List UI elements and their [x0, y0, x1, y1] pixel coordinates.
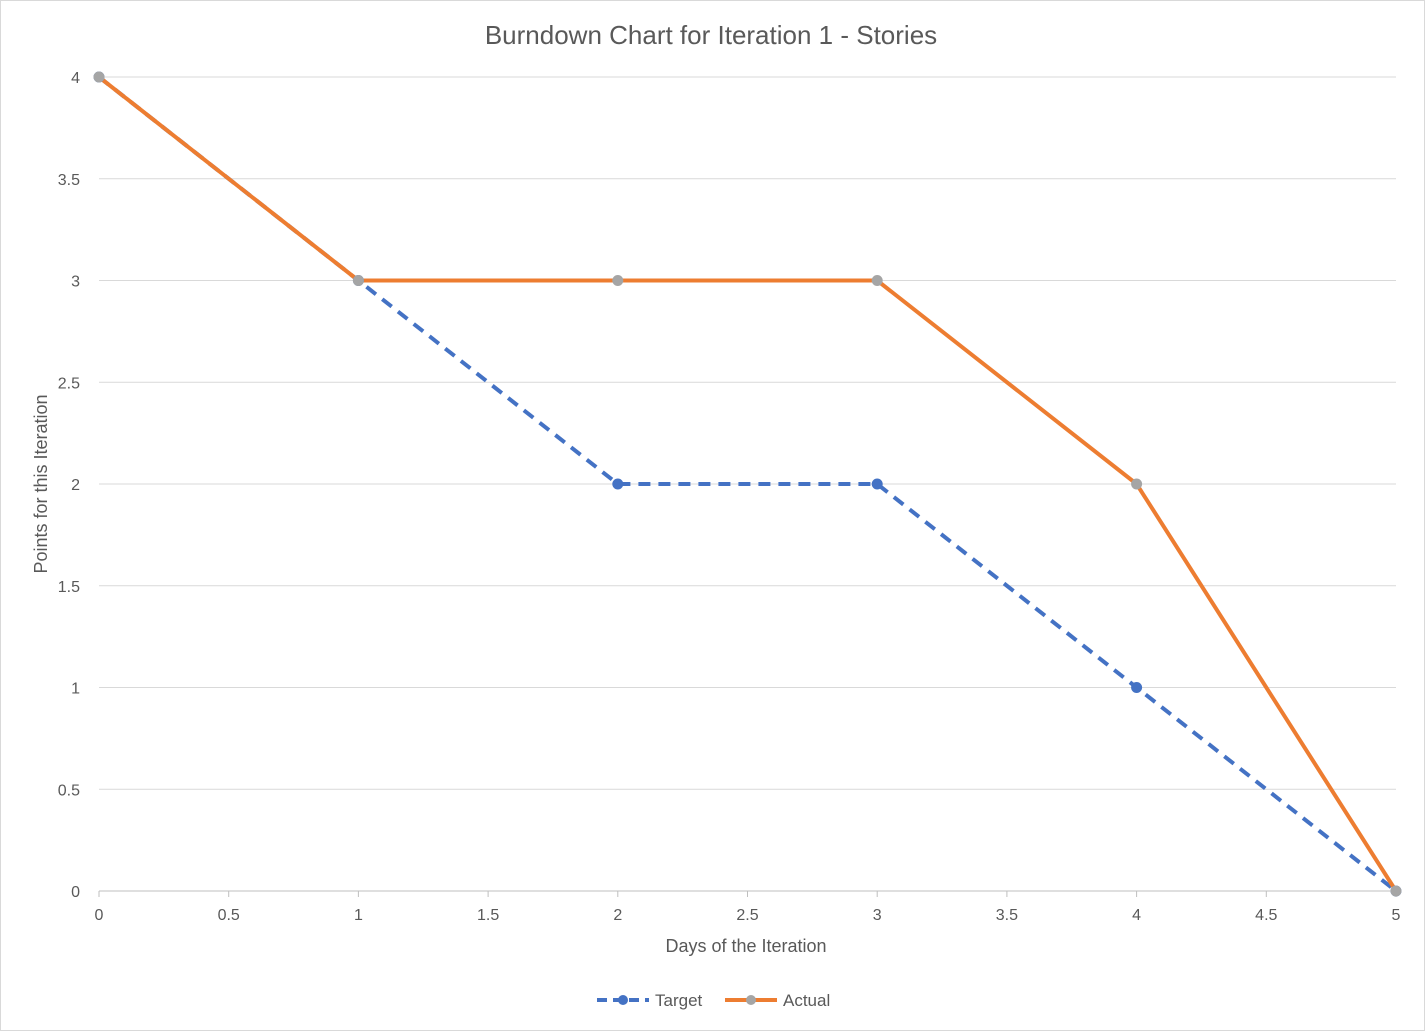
y-tick-label: 1.5 — [58, 579, 80, 596]
legend: Target Actual — [597, 991, 830, 1010]
x-tick-label: 3 — [873, 907, 882, 924]
y-axis-title: Points for this Iteration — [31, 394, 51, 573]
data-point-target — [1131, 682, 1143, 693]
y-tick-label: 1 — [71, 681, 80, 698]
y-tick-label: 3.5 — [58, 172, 80, 189]
y-tick-label: 2 — [71, 477, 80, 494]
x-tick-label: 4.5 — [1255, 907, 1277, 924]
data-point-actual — [93, 71, 105, 83]
y-tick-label: 4 — [71, 70, 80, 87]
legend-item-target: Target — [597, 991, 703, 1010]
data-point-actual — [612, 275, 624, 286]
data-point-target — [871, 478, 883, 490]
legend-item-actual: Actual — [725, 991, 830, 1010]
legend-marker-target — [618, 995, 628, 1005]
data-point-actual — [871, 275, 883, 286]
series-layer — [93, 71, 1402, 897]
y-tick-label: 3 — [71, 274, 80, 291]
data-point-actual — [352, 275, 364, 286]
y-axis-ticks: 0 0.5 1 1.5 2 2.5 3 3.5 4 — [58, 70, 80, 901]
grid-lines — [99, 76, 1396, 790]
y-tick-label: 0.5 — [58, 782, 80, 799]
legend-marker-actual — [746, 995, 756, 1005]
x-tick-label: 3.5 — [996, 907, 1018, 924]
chart-title: Burndown Chart for Iteration 1 - Stories — [485, 20, 937, 50]
x-tick-label: 2 — [613, 907, 622, 924]
x-tick-label: 4 — [1132, 907, 1141, 924]
series-line-actual — [97, 75, 1398, 893]
data-point-target — [612, 478, 624, 490]
x-tick-label: 2.5 — [736, 907, 758, 924]
series-line-target — [97, 75, 1398, 893]
data-point-actual — [1390, 885, 1402, 897]
y-tick-label: 0 — [71, 884, 80, 901]
x-tick-label: 5 — [1392, 907, 1401, 924]
legend-label-actual: Actual — [783, 991, 830, 1010]
x-axis-ticks: 0 0.5 1 1.5 2 2.5 3 3.5 4 4.5 5 — [95, 891, 1401, 924]
y-tick-label: 2.5 — [58, 375, 80, 392]
x-tick-label: 0 — [95, 907, 104, 924]
x-axis-title: Days of the Iteration — [665, 936, 826, 956]
data-point-actual — [1131, 478, 1143, 490]
x-tick-label: 0.5 — [218, 907, 240, 924]
legend-label-target: Target — [655, 991, 703, 1010]
x-tick-label: 1.5 — [477, 907, 499, 924]
x-tick-label: 1 — [354, 907, 363, 924]
